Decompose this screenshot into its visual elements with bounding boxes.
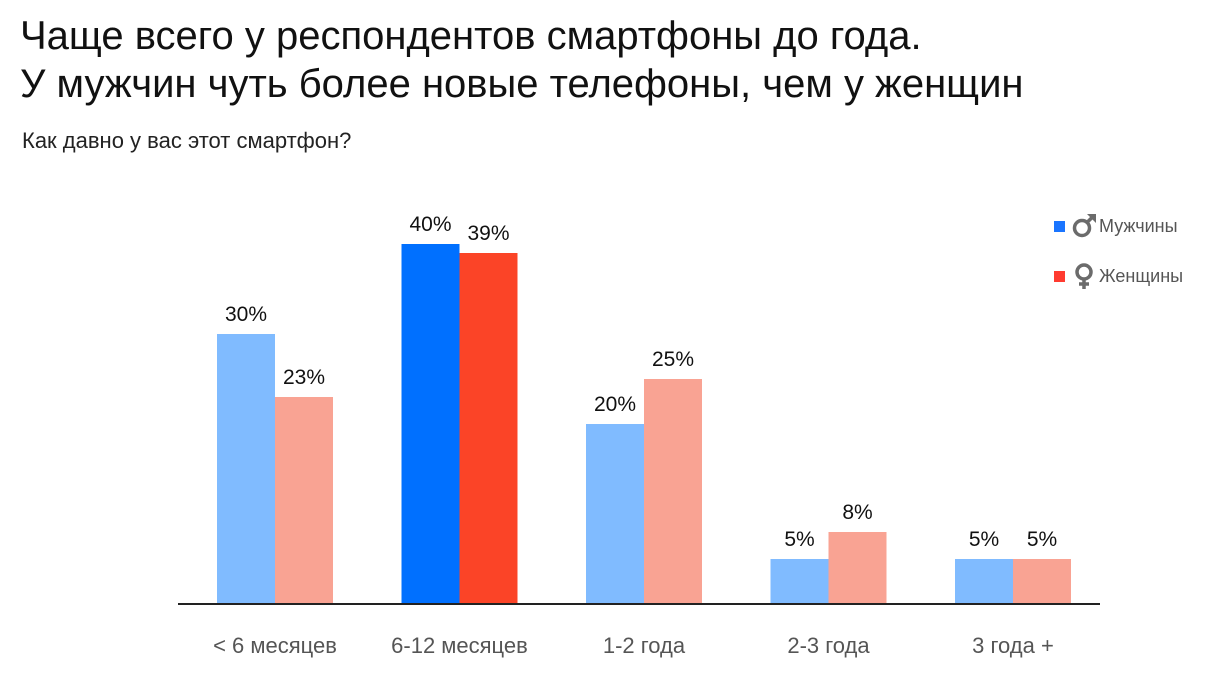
category-label-0: < 6 месяцев bbox=[213, 633, 337, 658]
data-label-male-1: 40% bbox=[409, 213, 451, 236]
category-label-1: 6-12 месяцев bbox=[391, 633, 528, 658]
legend-label-female: Женщины bbox=[1099, 265, 1184, 286]
bar-female-2 bbox=[644, 379, 702, 604]
bar-male-4 bbox=[955, 559, 1013, 604]
bar-female-1 bbox=[459, 253, 518, 604]
bar-male-2 bbox=[586, 424, 644, 604]
legend-swatch-female bbox=[1054, 270, 1065, 282]
male-symbol-icon bbox=[1072, 214, 1096, 238]
title-line-2: У мужчин чуть более новые телефоны, чем … bbox=[20, 62, 1024, 106]
data-label-female-1: 39% bbox=[467, 222, 509, 245]
data-label-female-2: 25% bbox=[652, 348, 694, 371]
bar-female-4 bbox=[1013, 559, 1071, 604]
data-label-female-4: 5% bbox=[1027, 528, 1057, 551]
legend-label-male: Мужчины bbox=[1099, 215, 1178, 236]
title-line-1: Чаще всего у респондентов смартфоны до г… bbox=[20, 14, 922, 58]
data-label-female-0: 23% bbox=[283, 366, 325, 389]
bar-male-1 bbox=[401, 244, 460, 604]
chart-title: Чаще всего у респондентов смартфоны до г… bbox=[20, 12, 1024, 108]
data-label-male-4: 5% bbox=[969, 528, 999, 551]
data-label-male-3: 5% bbox=[784, 528, 814, 551]
legend-item-female: Женщины bbox=[1054, 262, 1183, 290]
category-label-3: 2-3 года bbox=[787, 633, 870, 658]
category-label-4: 3 года + bbox=[972, 633, 1054, 658]
data-label-male-0: 30% bbox=[225, 303, 267, 326]
legend-item-male: Мужчины bbox=[1054, 212, 1183, 240]
legend-swatch-male bbox=[1054, 220, 1065, 232]
bar-male-3 bbox=[770, 559, 829, 604]
category-label-2: 1-2 года bbox=[603, 633, 686, 658]
data-label-male-2: 20% bbox=[594, 393, 636, 416]
data-label-female-3: 8% bbox=[842, 501, 872, 524]
bar-female-0 bbox=[275, 397, 333, 604]
chart-subtitle: Как давно у вас этот смартфон? bbox=[22, 128, 352, 153]
legend: Мужчины Женщины bbox=[1054, 212, 1183, 312]
bar-female-3 bbox=[828, 532, 887, 604]
female-symbol-icon bbox=[1075, 263, 1093, 289]
bar-male-0 bbox=[217, 334, 275, 604]
